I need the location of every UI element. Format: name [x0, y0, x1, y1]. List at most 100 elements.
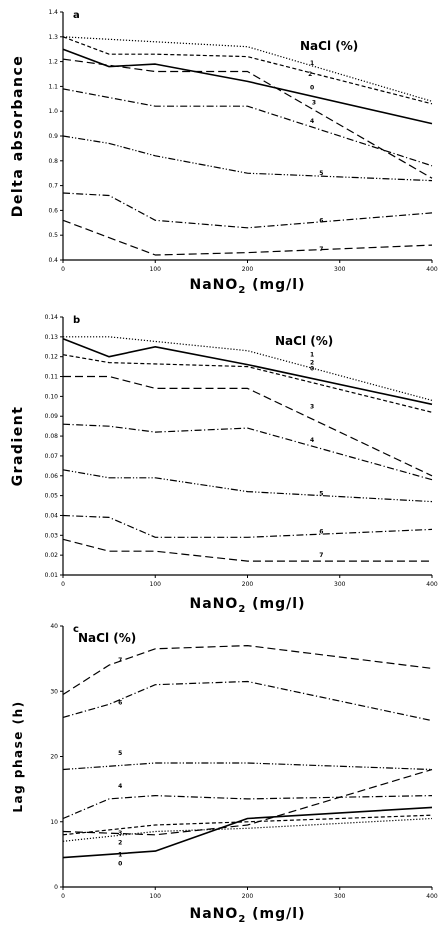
series-label-3: 3	[118, 830, 122, 837]
y-tick-label: 0	[54, 884, 58, 891]
series-line-6	[62, 514, 433, 538]
series-label-3: 3	[312, 100, 316, 107]
series-line-5	[62, 135, 433, 182]
y-tick-label: 0.01	[45, 572, 59, 579]
x-tick-label: 100	[150, 266, 162, 273]
x-tick-label: 200	[242, 581, 254, 588]
series-line-0	[62, 48, 433, 125]
series-line-4	[62, 88, 433, 167]
y-tick-label: 0.04	[45, 512, 59, 519]
series-label-1: 1	[310, 60, 314, 67]
y-axis-label: Delta absorbance	[10, 55, 26, 217]
series-label-1: 1	[310, 352, 314, 359]
series-label-3: 3	[310, 403, 314, 410]
y-tick-label: 1.4	[48, 9, 58, 16]
series-label-6: 6	[319, 528, 323, 535]
series-1: 1	[62, 36, 433, 102]
series-line-5	[62, 469, 433, 503]
x-tick-label: 300	[334, 266, 346, 273]
series-3: 3	[63, 375, 433, 477]
y-tick-label: 0.9	[48, 133, 58, 140]
series-5: 5	[62, 135, 433, 182]
series-line-1	[62, 36, 433, 102]
series-0: 0	[62, 48, 433, 125]
series-0: 0	[62, 338, 433, 406]
legend-title: NaCl (%)	[300, 39, 358, 53]
series-line-3	[63, 375, 433, 477]
chart-panel-b: 0.01 0.02 0.03 0.04 0.05 0.06 0.07 0.08 0.09 0.10…	[10, 314, 438, 615]
x-tick-label: 200	[242, 266, 254, 273]
series-line-1	[63, 336, 433, 401]
y-axis-label: Lag phase (h)	[11, 700, 25, 812]
y-tick-label: 0.10	[45, 393, 59, 400]
series-2: 2	[62, 36, 433, 105]
x-tick-label: 400	[426, 581, 438, 588]
series-label-0: 0	[118, 861, 122, 868]
y-tick-label: 30	[50, 688, 58, 695]
series-4: 4	[62, 423, 433, 481]
series-line-2	[62, 36, 433, 105]
series-line-5	[62, 762, 433, 771]
y-tick-label: 0.11	[45, 374, 59, 381]
y-axis-label: Gradient	[10, 406, 26, 487]
x-tick-label: 400	[426, 266, 438, 273]
y-tick-label: 20	[50, 754, 58, 761]
series-6: 6	[62, 680, 433, 722]
series-label-0: 0	[310, 366, 314, 373]
series-line-3	[62, 58, 433, 179]
series-line-7	[62, 219, 433, 256]
y-tick-label: 0.03	[45, 532, 59, 539]
series-label-1: 1	[118, 851, 122, 858]
x-tick-label: 200	[242, 893, 254, 900]
series-label-2: 2	[310, 360, 314, 367]
y-tick-label: 10	[50, 819, 58, 826]
y-tick-label: 1.0	[48, 108, 58, 115]
legend-title: NaCl (%)	[275, 334, 333, 348]
y-tick-label: 0.8	[48, 158, 58, 165]
series-line-4	[62, 423, 433, 481]
series-label-4: 4	[310, 437, 314, 444]
x-tick-label: 100	[150, 581, 162, 588]
x-axis-label: NaNO2 (mg/l)	[190, 906, 306, 925]
series-6: 6	[62, 192, 433, 229]
series-5: 5	[62, 469, 433, 503]
series-2: 2	[62, 354, 433, 413]
series-label-6: 6	[118, 699, 122, 706]
series-line-6	[62, 680, 433, 722]
series-3: 3	[62, 58, 433, 179]
series-label-5: 5	[118, 750, 122, 757]
y-tick-label: 1.2	[48, 59, 58, 66]
series-1: 1	[63, 336, 433, 401]
series-line-2	[62, 814, 433, 836]
series-line-7	[62, 538, 432, 562]
series-label-5: 5	[319, 170, 323, 177]
series-label-5: 5	[319, 491, 323, 498]
y-tick-label: 0.05	[45, 493, 59, 500]
series-label-2: 2	[308, 71, 312, 78]
series-line-6	[62, 192, 433, 229]
series-line-2	[62, 354, 433, 413]
series-label-6: 6	[319, 217, 323, 224]
y-tick-label: 0.7	[48, 183, 58, 190]
series-4: 4	[62, 783, 433, 820]
x-tick-label: 400	[426, 893, 438, 900]
series-label-4: 4	[310, 118, 314, 125]
y-tick-label: 0.13	[45, 334, 59, 341]
series-line-3	[62, 768, 433, 836]
y-tick-label: 0.02	[45, 552, 59, 559]
series-label-0: 0	[310, 85, 314, 92]
y-tick-label: 0.09	[45, 413, 59, 420]
legend-title: NaCl (%)	[78, 631, 136, 645]
series-label-7: 7	[319, 552, 323, 559]
panel-letter: b	[73, 315, 80, 326]
y-tick-label: 0.06	[45, 473, 59, 480]
series-label-7: 7	[319, 246, 323, 253]
y-tick-label: 40	[50, 623, 58, 630]
chart-panel-a: 0.4 0.5 0.6 0.7 0.8 0.9 1.0 1.1 1.2 1.3 1.4 0 100 200…	[10, 9, 438, 296]
y-tick-label: 1.3	[48, 34, 58, 41]
series-line-4	[62, 794, 433, 820]
series-7: 7	[62, 219, 433, 256]
series-line-7	[62, 644, 433, 696]
x-tick-label: 300	[334, 893, 346, 900]
